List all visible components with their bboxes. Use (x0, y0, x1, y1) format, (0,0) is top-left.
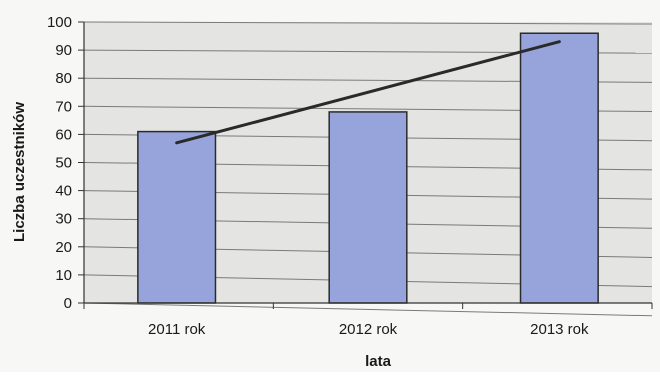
trendline (175, 40, 561, 145)
x-tick-labels: 2011 rok 2012 rok 2013 rok (148, 321, 589, 338)
bar (519, 32, 599, 304)
gridline (83, 21, 653, 25)
y-tick-label: 90 (55, 42, 72, 59)
x-tick-label: 2011 rok (148, 321, 206, 338)
bar (328, 111, 408, 304)
trendline-group (175, 40, 561, 145)
y-tick-label: 10 (55, 267, 72, 284)
x-axis-title: lata (365, 353, 392, 370)
y-tick-label: 30 (55, 211, 72, 228)
y-tick-labels: 0 10 20 30 40 50 60 70 80 90 100 (47, 14, 72, 312)
y-axis-title: Liczba uczestników (11, 102, 28, 242)
gridline (83, 302, 653, 317)
y-tick-label: 60 (55, 126, 72, 143)
bar (137, 130, 217, 304)
y-tick-label: 100 (47, 14, 72, 31)
y-tick-label: 0 (64, 295, 72, 312)
y-tick-label: 40 (55, 183, 72, 200)
y-tick-label: 80 (55, 70, 72, 87)
y-tick-label: 50 (55, 155, 72, 172)
axes (83, 22, 653, 309)
x-tick-label: 2013 rok (530, 321, 589, 338)
y-tick-label: 20 (55, 239, 72, 256)
x-tick-label: 2012 rok (339, 321, 398, 338)
y-tick-label: 70 (55, 98, 72, 115)
